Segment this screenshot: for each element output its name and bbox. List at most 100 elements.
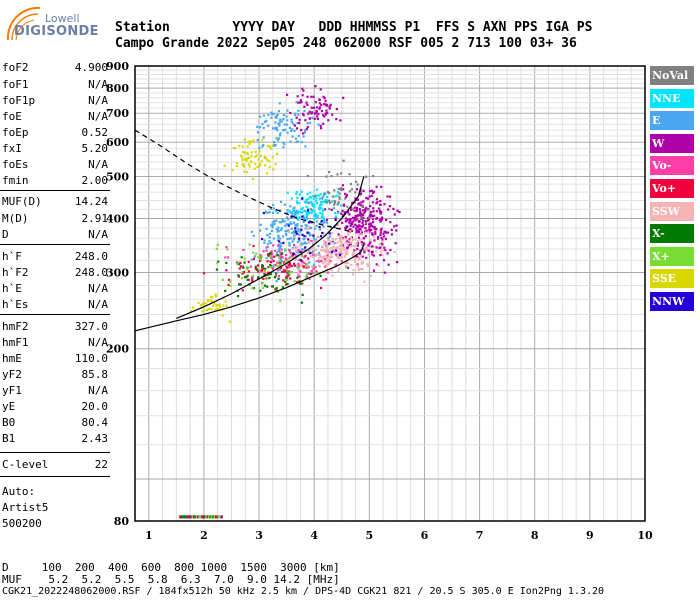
echo-point — [308, 226, 311, 229]
echo-point — [288, 126, 291, 130]
echo-point — [285, 269, 288, 272]
echo-point — [261, 265, 264, 269]
param-label: foEs — [2, 158, 29, 171]
echo-point — [298, 216, 301, 219]
echo-point — [333, 199, 336, 203]
echo-point — [279, 253, 283, 256]
echo-point — [328, 255, 331, 258]
echo-point — [292, 238, 295, 241]
echo-point — [309, 195, 312, 198]
echo-point — [386, 231, 390, 234]
separator — [0, 452, 110, 453]
echo-point — [296, 266, 299, 269]
echo-point — [291, 240, 294, 243]
y-tick-label: 300 — [106, 267, 129, 280]
echo-point — [308, 211, 311, 214]
echo-point — [290, 129, 293, 132]
echo-point — [188, 515, 192, 519]
echo-point — [283, 220, 286, 223]
echo-point — [367, 223, 371, 226]
echo-point — [266, 233, 269, 236]
echo-point — [262, 267, 265, 270]
echo-point — [336, 252, 339, 256]
echo-point — [338, 267, 341, 270]
echo-point — [350, 188, 354, 191]
echo-point — [305, 101, 308, 104]
echo-point — [290, 216, 293, 220]
echo-point — [379, 220, 382, 223]
y-tick-label: 800 — [106, 82, 129, 95]
echo-point — [334, 250, 337, 253]
echo-point — [271, 221, 274, 224]
echo-point — [273, 219, 276, 223]
echo-point — [290, 197, 293, 200]
param-value: 327.0 — [74, 320, 108, 333]
echo-point — [276, 239, 279, 242]
echo-point — [338, 248, 342, 251]
echo-point — [286, 216, 289, 219]
echo-point — [328, 201, 332, 204]
echo-point — [353, 245, 356, 248]
grid — [135, 65, 646, 521]
echo-point — [349, 236, 352, 239]
param-label: foE — [2, 110, 22, 123]
echo-point — [396, 209, 399, 212]
echo-point — [272, 203, 275, 207]
echo-point — [290, 215, 293, 218]
echo-point — [266, 273, 269, 277]
echo-point — [279, 254, 282, 257]
echo-point — [294, 228, 297, 231]
echo-point — [369, 205, 372, 208]
echo-point — [339, 256, 342, 259]
param-value: N/A — [88, 384, 108, 397]
echo-point — [369, 239, 372, 242]
echo-point — [351, 202, 354, 205]
echo-point — [363, 211, 366, 215]
echo-point — [305, 263, 309, 266]
echo-point — [344, 217, 348, 220]
echo-point — [362, 200, 365, 203]
echo-point — [306, 103, 309, 107]
echo-point — [243, 165, 246, 168]
echo-point — [368, 218, 371, 221]
autoscale-code: 500200 — [2, 517, 42, 530]
echo-point — [221, 278, 224, 281]
echo-point — [290, 254, 293, 257]
echo-point — [297, 274, 300, 277]
echo-point — [342, 204, 346, 207]
echo-point — [351, 222, 354, 225]
echo-point — [329, 247, 332, 250]
echo-point — [318, 204, 321, 208]
echo-point — [348, 213, 351, 216]
echo-point — [318, 253, 321, 257]
param-label: h`F — [2, 250, 22, 263]
echo-point — [305, 128, 308, 131]
echo-cluster — [223, 138, 279, 180]
echo-point — [360, 240, 363, 244]
echo-point — [350, 229, 354, 232]
echo-point — [367, 216, 371, 219]
echo-point — [323, 261, 326, 264]
echo-point — [260, 160, 263, 163]
echo-point — [210, 295, 214, 299]
echo-point — [261, 264, 264, 267]
echo-point — [207, 300, 210, 303]
echo-point — [279, 251, 282, 254]
echo-point — [292, 252, 295, 255]
echo-point — [290, 128, 294, 131]
echo-point — [374, 232, 377, 235]
echo-point — [278, 124, 281, 127]
echo-point — [343, 211, 346, 214]
echo-point — [383, 230, 386, 233]
echo-point — [279, 266, 283, 269]
echo-point — [296, 197, 299, 200]
echo-point — [365, 206, 368, 209]
echo-point — [310, 211, 313, 214]
echo-point — [215, 247, 218, 250]
echo-point — [333, 263, 336, 266]
echo-point — [300, 190, 303, 193]
legend-item: Vo+ — [650, 179, 694, 198]
echo-point — [358, 208, 361, 211]
param-value: N/A — [88, 78, 108, 91]
echo-point — [339, 239, 342, 242]
